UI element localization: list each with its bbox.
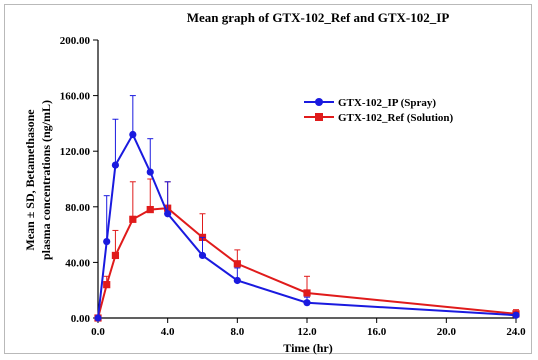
y-tick-label: 160.00 [60,91,91,103]
axes-ticks: 0.00 40.00 80.00 120.00 160.00 200.00 0.0 4.0 8.… [60,35,526,338]
x-tick-label: 4.0 [161,326,175,338]
y-axis-label-line-2: plasma concentrations (ng/mL) [39,100,53,260]
data-point [111,251,120,260]
x-tick-label: 8.0 [230,326,244,338]
legend-ip-label: GTX-102_IP (Spray) [338,97,436,109]
series-ip [94,95,520,322]
series-ref [94,178,520,322]
chart-frame [4,4,532,354]
data-point [303,289,311,297]
x-tick-label: 24.0 [506,326,526,338]
data-point [94,314,102,322]
series-line [97,207,517,319]
series-line [97,132,517,319]
x-tick-label: 16.0 [367,326,387,338]
data-point [233,260,241,268]
legend: GTX-102_IP (Spray) GTX-102_Ref (Solution… [304,97,454,124]
data-point [233,276,241,285]
x-tick-label: 0.0 [91,326,105,338]
data-point [103,237,111,246]
data-point [303,299,311,307]
data-point [103,281,111,289]
chart-title: Mean graph of GTX-102_Ref and GTX-102_IP [187,10,450,25]
data-point [512,311,520,319]
y-tick-label: 0.00 [71,313,91,325]
legend-ref-label: GTX-102_Ref (Solution) [338,112,454,124]
data-point [129,130,137,139]
y-axis-label: Mean ± SD, Betamethasone plasma concentr… [23,100,53,260]
y-tick-label: 120.00 [60,146,91,158]
data-point [146,168,154,176]
x-axis-label: Time (hr) [283,341,332,355]
data-point [129,215,137,223]
x-tick-label: 20.0 [437,326,457,338]
y-axis-label-line-1: Mean ± SD, Betamethasone [23,109,37,251]
y-tick-label: 200.00 [60,35,91,47]
axes [97,40,516,319]
legend-ip-marker [315,98,323,106]
data-point [198,251,207,260]
plot-area [94,95,520,322]
x-tick-label: 12.0 [297,326,317,338]
data-point [111,161,120,169]
legend-ref-marker [315,113,323,121]
data-point [164,210,172,218]
y-tick-label: 80.00 [65,202,90,214]
data-point [146,205,154,214]
y-tick-label: 40.00 [65,257,90,269]
